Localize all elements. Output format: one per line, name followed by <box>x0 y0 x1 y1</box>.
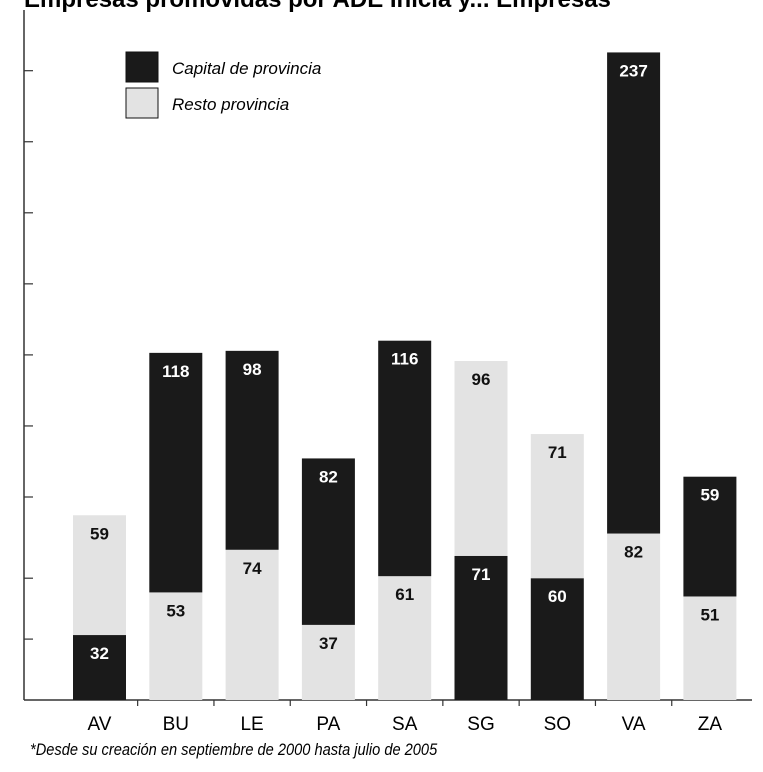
category-label: SO <box>544 714 571 735</box>
stacked-bar-chart: 32 59 AV 53 118 BU 74 98 LE 37 82 PA 61 116 SA 71 96 SG 60… <box>23 10 752 735</box>
legend-swatch-capital <box>125 51 159 83</box>
data-label: 37 <box>319 634 338 653</box>
bar-segment-pa-resto <box>301 624 355 700</box>
bar-segment-sg-capital <box>454 555 508 700</box>
bar-segment-bu-resto <box>149 592 203 700</box>
data-label: 71 <box>548 443 567 462</box>
category-label: ZA <box>698 714 723 735</box>
data-label: 60 <box>548 587 567 606</box>
data-label: 59 <box>700 486 719 505</box>
data-label: 32 <box>90 644 109 663</box>
bar-segment-za-resto <box>683 596 737 700</box>
bar-segment-va-resto <box>607 533 661 700</box>
bar-segment-sa-resto <box>378 576 432 700</box>
bar-segment-sg-resto <box>454 360 508 556</box>
data-label: 71 <box>472 565 491 584</box>
bar-segment-va-capital <box>607 52 661 534</box>
category-label: VA <box>622 714 646 735</box>
bar-segment-av-capital <box>73 635 126 700</box>
bar-segment-le-resto <box>225 549 279 700</box>
bar-segment-bu-capital <box>149 352 203 593</box>
data-label: 98 <box>243 360 262 379</box>
bar-segment-so-capital <box>530 578 584 700</box>
bar-segment-so-resto <box>530 434 584 579</box>
data-label: 53 <box>166 601 185 620</box>
data-label: 118 <box>162 362 189 381</box>
data-label: 51 <box>700 605 719 624</box>
bar-segment-pa-capital <box>301 458 355 625</box>
bars: 32 59 AV 53 118 BU 74 98 LE 37 82 PA 61 116 SA 71 96 SG 60… <box>73 52 737 735</box>
legend: Capital de provincia Resto provincia <box>125 51 321 119</box>
legend-swatch-resto <box>125 87 159 119</box>
category-label: PA <box>316 714 340 735</box>
category-label: BU <box>163 714 189 735</box>
data-label: 82 <box>319 467 338 486</box>
bar-segment-le-capital <box>225 350 279 550</box>
data-label: 61 <box>395 585 414 604</box>
legend-label: Resto provincia <box>172 95 289 114</box>
bar-segment-sa-capital <box>378 340 432 577</box>
legend-label: Capital de provincia <box>172 59 321 78</box>
data-label: 74 <box>243 559 262 578</box>
data-label: 237 <box>619 61 647 80</box>
data-label: 59 <box>90 524 109 543</box>
data-label: 82 <box>624 543 643 562</box>
category-label: AV <box>88 714 112 735</box>
category-label: SG <box>467 714 494 735</box>
footnote: *Desde su creación en septiembre de 2000… <box>30 740 438 759</box>
bar-segment-av-resto <box>73 515 126 636</box>
data-label: 116 <box>391 350 418 369</box>
category-label: SA <box>392 714 418 735</box>
data-label: 96 <box>472 370 491 389</box>
chart-title: Empresas promovidas por ADE Inicia y... … <box>24 0 611 14</box>
bar-segment-za-capital <box>683 476 737 597</box>
category-label: LE <box>240 714 263 735</box>
